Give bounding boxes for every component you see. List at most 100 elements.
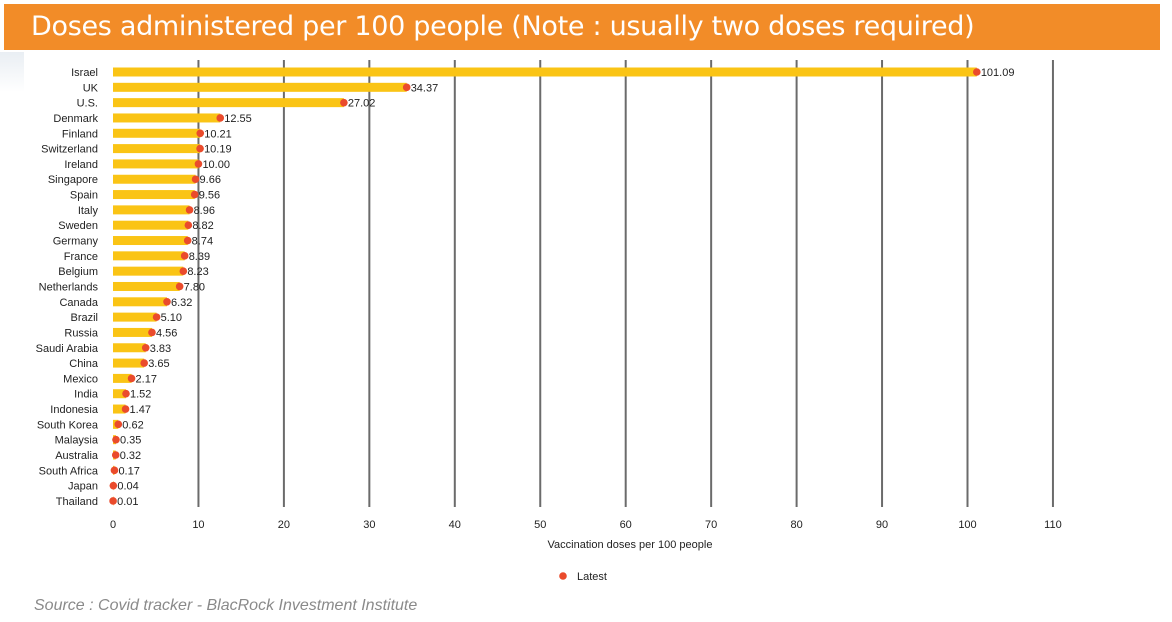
marker-sweden bbox=[184, 221, 193, 229]
value-label-denmark: 12.55 bbox=[224, 113, 252, 125]
x-tick-label-90: 90 bbox=[876, 519, 888, 531]
value-label-spain: 9.56 bbox=[199, 190, 220, 202]
category-label-mexico: Mexico bbox=[63, 373, 98, 385]
x-tick-label-20: 20 bbox=[278, 519, 290, 531]
category-label-uk: UK bbox=[83, 82, 99, 94]
category-label-singapore: Singapore bbox=[48, 174, 98, 186]
bar-italy bbox=[113, 205, 190, 215]
x-tick-label-110: 110 bbox=[1044, 519, 1062, 531]
bar-france bbox=[113, 251, 185, 261]
marker-israel bbox=[973, 68, 981, 76]
value-label-australia: 0.32 bbox=[120, 450, 141, 462]
category-label-thailand: Thailand bbox=[56, 496, 98, 508]
value-label-south-africa: 0.17 bbox=[118, 465, 139, 477]
category-label-finland: Finland bbox=[62, 128, 98, 140]
category-label-brazil: Brazil bbox=[70, 312, 98, 324]
x-tick-label-100: 100 bbox=[958, 519, 976, 531]
x-tick-label-10: 10 bbox=[192, 519, 204, 531]
value-label-malaysia: 0.35 bbox=[120, 435, 141, 447]
bar-germany bbox=[113, 236, 188, 246]
marker-thailand bbox=[109, 497, 117, 505]
bar-netherlands bbox=[113, 281, 180, 291]
category-label-saudi-arabia: Saudi Arabia bbox=[36, 343, 99, 355]
value-label-mexico: 2.17 bbox=[136, 373, 157, 385]
category-label-south-africa: South Africa bbox=[39, 465, 99, 477]
marker-south-africa bbox=[110, 466, 119, 475]
bar-russia bbox=[113, 327, 152, 337]
category-label-germany: Germany bbox=[53, 236, 99, 248]
category-label-denmark: Denmark bbox=[53, 113, 98, 125]
value-label-brazil: 5.10 bbox=[161, 312, 182, 324]
marker-india bbox=[122, 389, 130, 398]
category-label-france: France bbox=[64, 251, 98, 263]
marker-japan bbox=[109, 481, 118, 490]
value-label-south-korea: 0.62 bbox=[122, 419, 143, 431]
legend-marker-icon bbox=[559, 572, 567, 580]
bar-spain bbox=[113, 190, 195, 200]
category-label-spain: Spain bbox=[70, 190, 98, 202]
category-label-malaysia: Malaysia bbox=[55, 435, 99, 447]
bar-finland bbox=[113, 128, 201, 138]
bar-u-s- bbox=[113, 98, 344, 108]
marker-netherlands bbox=[175, 282, 184, 291]
value-label-japan: 0.04 bbox=[117, 481, 138, 493]
marker-canada bbox=[163, 298, 171, 306]
left-shadow bbox=[0, 52, 24, 92]
value-label-russia: 4.56 bbox=[156, 327, 177, 339]
category-label-italy: Italy bbox=[78, 205, 99, 217]
value-label-italy: 8.96 bbox=[194, 205, 215, 217]
category-label-belgium: Belgium bbox=[58, 266, 98, 278]
marker-spain bbox=[190, 190, 199, 199]
value-label-china: 3.65 bbox=[148, 358, 169, 370]
bar-sweden bbox=[113, 220, 189, 230]
x-tick-label-80: 80 bbox=[790, 519, 802, 531]
category-label-indonesia: Indonesia bbox=[50, 404, 99, 416]
value-label-ireland: 10.00 bbox=[202, 159, 230, 171]
legend-label: Latest bbox=[577, 571, 607, 583]
value-label-canada: 6.32 bbox=[171, 297, 192, 309]
marker-mexico bbox=[127, 374, 136, 383]
bar-singapore bbox=[113, 174, 196, 184]
value-label-germany: 8.74 bbox=[192, 236, 213, 248]
category-label-russia: Russia bbox=[64, 327, 99, 339]
value-label-indonesia: 1.47 bbox=[130, 404, 151, 416]
bar-canada bbox=[113, 297, 168, 307]
marker-china bbox=[140, 359, 148, 367]
x-tick-label-60: 60 bbox=[620, 519, 632, 531]
value-label-uk: 34.37 bbox=[411, 82, 439, 94]
marker-denmark bbox=[216, 114, 225, 122]
value-label-singapore: 9.66 bbox=[200, 174, 221, 186]
x-tick-label-30: 30 bbox=[363, 519, 375, 531]
chart-title: Doses administered per 100 people (Note … bbox=[31, 11, 975, 42]
value-label-thailand: 0.01 bbox=[117, 496, 138, 508]
bar-mexico bbox=[113, 373, 132, 383]
bar-belgium bbox=[113, 266, 184, 276]
category-label-ireland: Ireland bbox=[64, 159, 98, 171]
value-label-u-s-: 27.02 bbox=[348, 98, 376, 110]
bar-uk bbox=[113, 82, 407, 92]
bar-ireland bbox=[113, 159, 199, 169]
category-label-australia: Australia bbox=[55, 450, 99, 462]
marker-italy bbox=[185, 206, 194, 214]
x-tick-label-70: 70 bbox=[705, 519, 717, 531]
marker-germany bbox=[183, 236, 192, 245]
bar-denmark bbox=[113, 113, 221, 123]
bar-china bbox=[113, 358, 145, 368]
bar-chart: 0 10 20 30 40 50 60 70 80 90 100 110 Israel 101.09 UK 3… bbox=[36, 60, 1062, 583]
marker-saudi-arabia bbox=[141, 343, 150, 352]
value-label-belgium: 8.23 bbox=[187, 266, 208, 278]
source-note: Source : Covid tracker - BlacRock Invest… bbox=[34, 597, 418, 614]
category-label-japan: Japan bbox=[68, 481, 98, 493]
category-label-netherlands: Netherlands bbox=[39, 281, 99, 293]
marker-u-s- bbox=[340, 98, 348, 107]
marker-brazil bbox=[152, 313, 161, 321]
title-banner: Doses administered per 100 people (Note … bbox=[4, 4, 1160, 50]
bar-israel bbox=[113, 67, 977, 77]
marker-australia bbox=[111, 451, 120, 459]
bar-indonesia bbox=[113, 404, 126, 414]
x-tick-label-40: 40 bbox=[449, 519, 461, 531]
marker-ireland bbox=[194, 160, 203, 168]
marker-uk bbox=[402, 83, 411, 92]
bar-brazil bbox=[113, 312, 157, 322]
x-axis-title: Vaccination doses per 100 people bbox=[548, 539, 713, 551]
